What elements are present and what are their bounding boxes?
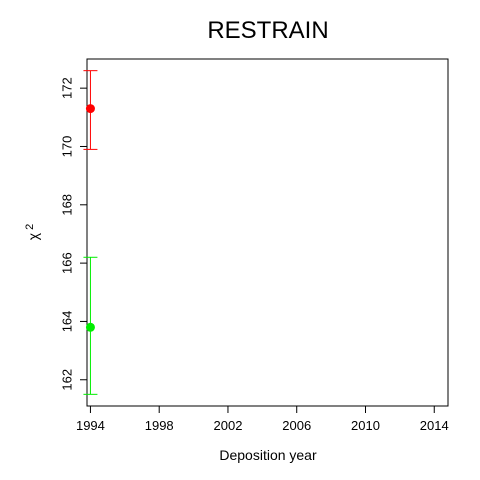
chart-title: RESTRAIN bbox=[207, 17, 328, 44]
y-axis-label-superscript: 2 bbox=[24, 224, 36, 230]
data-point-group bbox=[83, 256, 98, 395]
y-tick-label: 168 bbox=[59, 194, 74, 216]
y-axis-label: χ2 bbox=[24, 224, 41, 240]
y-tick-label: 162 bbox=[59, 369, 74, 391]
x-axis: 1994 1998 2002 2006 2010 2014 bbox=[76, 405, 449, 433]
y-tick-label: 170 bbox=[59, 136, 74, 158]
y-axis-label-symbol: χ bbox=[25, 232, 41, 240]
x-axis-label: Deposition year bbox=[219, 447, 317, 463]
plot-frame bbox=[86, 58, 449, 407]
x-tick-label: 2006 bbox=[282, 418, 311, 433]
data-points bbox=[83, 70, 98, 395]
y-tick-label: 166 bbox=[59, 252, 74, 274]
x-tick-label: 2010 bbox=[351, 418, 380, 433]
y-axis: 162 164 166 168 170 172 bbox=[59, 77, 88, 391]
data-point bbox=[85, 322, 95, 332]
y-tick-label: 172 bbox=[59, 77, 74, 99]
x-tick-label: 1994 bbox=[76, 418, 105, 433]
x-tick-label: 2002 bbox=[214, 418, 243, 433]
x-tick-label: 1998 bbox=[145, 418, 174, 433]
y-tick-label: 164 bbox=[59, 311, 74, 333]
data-point-group bbox=[83, 70, 98, 150]
data-point bbox=[85, 104, 95, 114]
x-tick-label: 2014 bbox=[420, 418, 449, 433]
